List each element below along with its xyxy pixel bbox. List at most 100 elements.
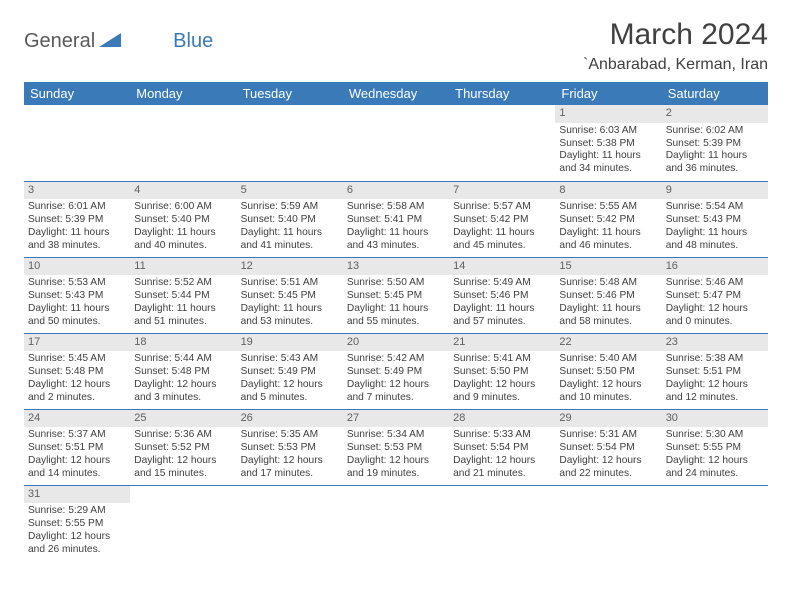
- calendar-day-cell: 22Sunrise: 5:40 AMSunset: 5:50 PMDayligh…: [555, 333, 661, 409]
- calendar-week-row: 24Sunrise: 5:37 AMSunset: 5:51 PMDayligh…: [24, 409, 768, 485]
- day-info: Sunrise: 5:36 AMSunset: 5:52 PMDaylight:…: [134, 429, 232, 480]
- calendar-day-cell: 3Sunrise: 6:01 AMSunset: 5:39 PMDaylight…: [24, 181, 130, 257]
- day-info: Sunrise: 5:57 AMSunset: 5:42 PMDaylight:…: [453, 201, 551, 252]
- day-info: Sunrise: 5:44 AMSunset: 5:48 PMDaylight:…: [134, 353, 232, 404]
- day-info: Sunrise: 5:40 AMSunset: 5:50 PMDaylight:…: [559, 353, 657, 404]
- calendar-day-cell: 2 Sunrise: 6:02 AMSunset: 5:39 PMDaylight…: [662, 105, 768, 181]
- calendar-empty-cell: [343, 485, 449, 561]
- calendar-week-row: 10Sunrise: 5:53 AMSunset: 5:43 PMDayligh…: [24, 257, 768, 333]
- header-right: March 2024 `Anbarabad, Kerman, Iran: [583, 18, 768, 74]
- day-info: Sunrise: 5:31 AMSunset: 5:54 PMDaylight:…: [559, 429, 657, 480]
- calendar-header-row: SundayMondayTuesdayWednesdayThursdayFrid…: [24, 82, 768, 105]
- day-number: 13: [343, 258, 449, 276]
- day-number: 19: [237, 334, 343, 352]
- day-info: Sunrise: 5:29 AMSunset: 5:55 PMDaylight:…: [28, 505, 126, 556]
- day-number: 16: [662, 258, 768, 276]
- calendar-empty-cell: [237, 485, 343, 561]
- calendar-day-cell: 25Sunrise: 5:36 AMSunset: 5:52 PMDayligh…: [130, 409, 236, 485]
- calendar-day-cell: 31Sunrise: 5:29 AMSunset: 5:55 PMDayligh…: [24, 485, 130, 561]
- day-number: 11: [130, 258, 236, 276]
- day-info: Sunrise: 5:30 AMSunset: 5:55 PMDaylight:…: [666, 429, 764, 480]
- day-info: Sunrise: 5:48 AMSunset: 5:46 PMDaylight:…: [559, 277, 657, 328]
- calendar-empty-cell: [237, 105, 343, 181]
- day-number: 27: [343, 410, 449, 428]
- calendar-day-cell: 26Sunrise: 5:35 AMSunset: 5:53 PMDayligh…: [237, 409, 343, 485]
- day-info: Sunrise: 5:54 AMSunset: 5:43 PMDaylight:…: [666, 201, 764, 252]
- calendar-day-cell: 1 Sunrise: 6:03 AMSunset: 5:38 PMDaylight…: [555, 105, 661, 181]
- day-number: 23: [662, 334, 768, 352]
- day-number: 26: [237, 410, 343, 428]
- location: `Anbarabad, Kerman, Iran: [583, 56, 768, 74]
- calendar-day-cell: 15Sunrise: 5:48 AMSunset: 5:46 PMDayligh…: [555, 257, 661, 333]
- day-info: Sunrise: 5:33 AMSunset: 5:54 PMDaylight:…: [453, 429, 551, 480]
- logo: General Blue: [24, 18, 213, 53]
- calendar-day-cell: 28Sunrise: 5:33 AMSunset: 5:54 PMDayligh…: [449, 409, 555, 485]
- day-info: Sunrise: 5:53 AMSunset: 5:43 PMDaylight:…: [28, 277, 126, 328]
- day-info: Sunrise: 6:03 AMSunset: 5:38 PMDaylight:…: [559, 125, 657, 176]
- day-number: 14: [449, 258, 555, 276]
- calendar-day-cell: 4Sunrise: 6:00 AMSunset: 5:40 PMDaylight…: [130, 181, 236, 257]
- day-info: Sunrise: 5:37 AMSunset: 5:51 PMDaylight:…: [28, 429, 126, 480]
- day-header: Sunday: [24, 82, 130, 105]
- day-info: Sunrise: 5:35 AMSunset: 5:53 PMDaylight:…: [241, 429, 339, 480]
- calendar-week-row: 1 Sunrise: 6:03 AMSunset: 5:38 PMDaylight…: [24, 105, 768, 181]
- day-info: Sunrise: 6:00 AMSunset: 5:40 PMDaylight:…: [134, 201, 232, 252]
- calendar-body: 1 Sunrise: 6:03 AMSunset: 5:38 PMDaylight…: [24, 105, 768, 561]
- day-info: Sunrise: 5:55 AMSunset: 5:42 PMDaylight:…: [559, 201, 657, 252]
- day-number: 5: [237, 182, 343, 200]
- calendar-day-cell: 19Sunrise: 5:43 AMSunset: 5:49 PMDayligh…: [237, 333, 343, 409]
- day-info: Sunrise: 5:43 AMSunset: 5:49 PMDaylight:…: [241, 353, 339, 404]
- day-number: 8: [555, 182, 661, 200]
- day-number: 25: [130, 410, 236, 428]
- calendar-day-cell: 8Sunrise: 5:55 AMSunset: 5:42 PMDaylight…: [555, 181, 661, 257]
- day-number: 30: [662, 410, 768, 428]
- day-number: 22: [555, 334, 661, 352]
- calendar-day-cell: 13Sunrise: 5:50 AMSunset: 5:45 PMDayligh…: [343, 257, 449, 333]
- calendar-empty-cell: [24, 105, 130, 181]
- day-number: 1: [555, 105, 661, 123]
- calendar-day-cell: 10Sunrise: 5:53 AMSunset: 5:43 PMDayligh…: [24, 257, 130, 333]
- calendar-empty-cell: [449, 105, 555, 181]
- day-number: 7: [449, 182, 555, 200]
- day-number: 2: [662, 105, 768, 123]
- calendar-table: SundayMondayTuesdayWednesdayThursdayFrid…: [24, 82, 768, 561]
- day-info: Sunrise: 5:42 AMSunset: 5:49 PMDaylight:…: [347, 353, 445, 404]
- calendar-day-cell: 27Sunrise: 5:34 AMSunset: 5:53 PMDayligh…: [343, 409, 449, 485]
- day-info: Sunrise: 5:52 AMSunset: 5:44 PMDaylight:…: [134, 277, 232, 328]
- day-number: 9: [662, 182, 768, 200]
- calendar-empty-cell: [662, 485, 768, 561]
- day-info: Sunrise: 6:02 AMSunset: 5:39 PMDaylight:…: [666, 125, 764, 176]
- day-number: 21: [449, 334, 555, 352]
- calendar-day-cell: 14Sunrise: 5:49 AMSunset: 5:46 PMDayligh…: [449, 257, 555, 333]
- day-number: 17: [24, 334, 130, 352]
- day-number: 24: [24, 410, 130, 428]
- logo-text-general: General: [24, 30, 95, 53]
- day-info: Sunrise: 5:50 AMSunset: 5:45 PMDaylight:…: [347, 277, 445, 328]
- day-number: 4: [130, 182, 236, 200]
- calendar-day-cell: 21Sunrise: 5:41 AMSunset: 5:50 PMDayligh…: [449, 333, 555, 409]
- calendar-week-row: 3Sunrise: 6:01 AMSunset: 5:39 PMDaylight…: [24, 181, 768, 257]
- day-number: 29: [555, 410, 661, 428]
- day-info: Sunrise: 5:46 AMSunset: 5:47 PMDaylight:…: [666, 277, 764, 328]
- logo-triangle-icon: [99, 31, 121, 52]
- header: General Blue March 2024 `Anbarabad, Kerm…: [24, 18, 768, 74]
- day-info: Sunrise: 5:49 AMSunset: 5:46 PMDaylight:…: [453, 277, 551, 328]
- calendar-day-cell: 17Sunrise: 5:45 AMSunset: 5:48 PMDayligh…: [24, 333, 130, 409]
- day-number: 10: [24, 258, 130, 276]
- day-number: 18: [130, 334, 236, 352]
- calendar-day-cell: 24Sunrise: 5:37 AMSunset: 5:51 PMDayligh…: [24, 409, 130, 485]
- day-info: Sunrise: 5:59 AMSunset: 5:40 PMDaylight:…: [241, 201, 339, 252]
- day-header: Tuesday: [237, 82, 343, 105]
- calendar-day-cell: 11Sunrise: 5:52 AMSunset: 5:44 PMDayligh…: [130, 257, 236, 333]
- month-title: March 2024: [583, 18, 768, 52]
- day-number: 31: [24, 486, 130, 504]
- day-info: Sunrise: 5:45 AMSunset: 5:48 PMDaylight:…: [28, 353, 126, 404]
- day-number: 6: [343, 182, 449, 200]
- day-info: Sunrise: 5:58 AMSunset: 5:41 PMDaylight:…: [347, 201, 445, 252]
- day-header: Saturday: [662, 82, 768, 105]
- day-header: Monday: [130, 82, 236, 105]
- calendar-day-cell: 18Sunrise: 5:44 AMSunset: 5:48 PMDayligh…: [130, 333, 236, 409]
- calendar-week-row: 31Sunrise: 5:29 AMSunset: 5:55 PMDayligh…: [24, 485, 768, 561]
- day-number: 28: [449, 410, 555, 428]
- calendar-empty-cell: [449, 485, 555, 561]
